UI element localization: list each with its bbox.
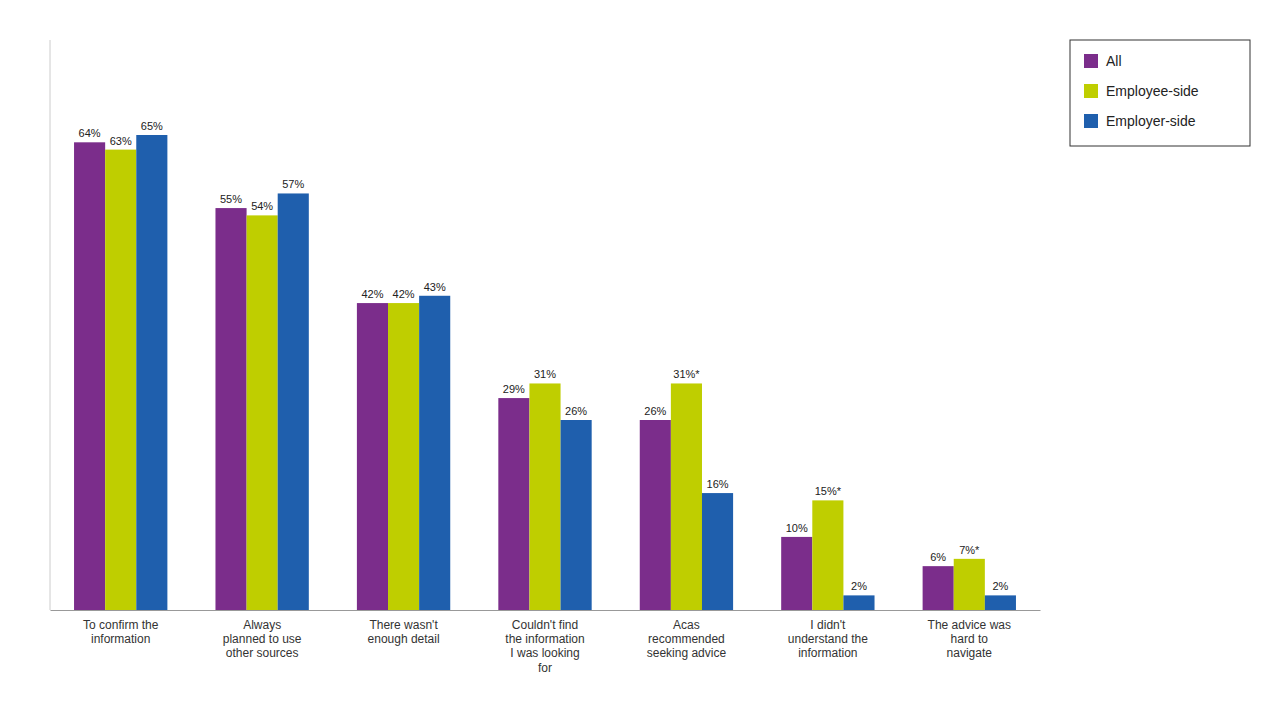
- legend-label: All: [1106, 53, 1122, 69]
- data-label: 64%: [79, 127, 101, 139]
- tick-label-line: the information: [505, 632, 584, 646]
- bar: [498, 398, 529, 610]
- legend: All Employee-side Employer-side: [1070, 40, 1250, 146]
- bar: [812, 500, 843, 610]
- tick-label: There wasn'tenough detail: [368, 618, 440, 646]
- data-label: 29%: [503, 383, 525, 395]
- chart: 64% 55% 42% 29% 26% 10% 6% 63% 54% 42% 31% 31%* 15%*…: [0, 0, 1280, 720]
- bar: [923, 566, 954, 610]
- legend-swatch: [1084, 54, 1098, 68]
- data-label: 42%: [393, 288, 415, 300]
- y-axis-line: [50, 40, 51, 610]
- tick-label-line: Always: [243, 618, 281, 632]
- bar: [781, 537, 812, 610]
- x-axis-line: [51, 610, 1041, 611]
- tick-label: Couldn't findthe informationI was lookin…: [505, 618, 584, 675]
- legend-frame: [1070, 40, 1250, 146]
- tick-label: Acasrecommendedseeking advice: [647, 618, 727, 661]
- tick-label-line: information: [798, 646, 857, 660]
- tick-label-line: other sources: [226, 646, 299, 660]
- data-label: 43%: [424, 281, 446, 293]
- tick-label-line: recommended: [648, 632, 725, 646]
- bar: [561, 420, 592, 610]
- data-label: 10%: [786, 522, 808, 534]
- legend-label: Employee-side: [1106, 83, 1199, 99]
- tick-label-line: I was looking: [510, 646, 579, 660]
- bar-series: [136, 135, 1016, 610]
- plot: 64% 55% 42% 29% 26% 10% 6% 63% 54% 42% 31% 31%* 15%*…: [50, 40, 1041, 675]
- tick-label-line: The advice was: [928, 618, 1011, 632]
- bar: [136, 135, 167, 610]
- tick-label-line: There wasn't: [369, 618, 438, 632]
- bar: [671, 383, 702, 610]
- data-label: 2%: [992, 580, 1008, 592]
- legend-item: All: [1084, 53, 1122, 69]
- data-label: 2%: [851, 580, 867, 592]
- bar: [74, 142, 105, 610]
- bar: [105, 150, 136, 610]
- data-label: 26%: [644, 405, 666, 417]
- tick-label-line: I didn't: [810, 618, 846, 632]
- tick-label-line: Acas: [673, 618, 700, 632]
- bar: [954, 559, 985, 610]
- data-label: 31%: [534, 368, 556, 380]
- data-label: 55%: [220, 193, 242, 205]
- data-label: 65%: [141, 120, 163, 132]
- bar: [388, 303, 419, 610]
- data-label: 31%*: [673, 368, 700, 380]
- tick-label-line: planned to use: [223, 632, 302, 646]
- data-label: 16%: [707, 478, 729, 490]
- data-label: 26%: [565, 405, 587, 417]
- tick-label-line: seeking advice: [647, 646, 727, 660]
- data-label: 63%: [110, 135, 132, 147]
- x-tick: I didn'tunderstand theinformation: [788, 610, 868, 660]
- bar-series: [74, 142, 954, 610]
- tick-label: To confirm theinformation: [83, 618, 159, 646]
- data-labels: 64% 55% 42% 29% 26% 10% 6% 63% 54% 42% 31% 31%* 15%*…: [79, 120, 1009, 592]
- data-label: 54%: [251, 200, 273, 212]
- tick-label: The advice washard tonavigate: [928, 618, 1011, 661]
- bar: [640, 420, 671, 610]
- bars: [74, 135, 1016, 610]
- data-label: 57%: [282, 178, 304, 190]
- bar: [357, 303, 388, 610]
- bar: [278, 193, 309, 610]
- x-tick: The advice washard tonavigate: [928, 610, 1011, 660]
- bar: [215, 208, 246, 610]
- x-tick: Acasrecommendedseeking advice: [647, 610, 727, 660]
- bar: [419, 296, 450, 610]
- legend-swatch: [1084, 114, 1098, 128]
- bar: [702, 493, 733, 610]
- legend-label: Employer-side: [1106, 113, 1196, 129]
- legend-swatch: [1084, 84, 1098, 98]
- x-axis: To confirm theinformationAlwaysplanned t…: [51, 610, 1041, 675]
- tick-label-line: Couldn't find: [512, 618, 578, 632]
- data-label: 7%*: [959, 544, 980, 556]
- legend-item: Employer-side: [1084, 113, 1196, 129]
- tick-label-line: for: [538, 661, 552, 675]
- tick-label: I didn'tunderstand theinformation: [788, 618, 868, 661]
- bar: [985, 595, 1016, 610]
- tick-label-line: enough detail: [368, 632, 440, 646]
- x-tick: Couldn't findthe informationI was lookin…: [505, 610, 584, 675]
- bar: [529, 383, 560, 610]
- data-label: 15%*: [815, 485, 842, 497]
- tick-label: Alwaysplanned to useother sources: [223, 618, 302, 661]
- data-label: 6%: [930, 551, 946, 563]
- bar: [843, 595, 874, 610]
- tick-label-line: hard to: [951, 632, 989, 646]
- data-label: 42%: [361, 288, 383, 300]
- x-tick: There wasn'tenough detail: [368, 610, 440, 646]
- tick-label-line: To confirm the: [83, 618, 159, 632]
- bar: [247, 215, 278, 610]
- bar-series: [105, 150, 985, 610]
- tick-label-line: information: [91, 632, 150, 646]
- tick-label-line: navigate: [947, 646, 993, 660]
- legend-item: Employee-side: [1084, 83, 1199, 99]
- x-tick: Alwaysplanned to useother sources: [223, 610, 302, 660]
- x-tick: To confirm theinformation: [83, 610, 159, 646]
- tick-label-line: understand the: [788, 632, 868, 646]
